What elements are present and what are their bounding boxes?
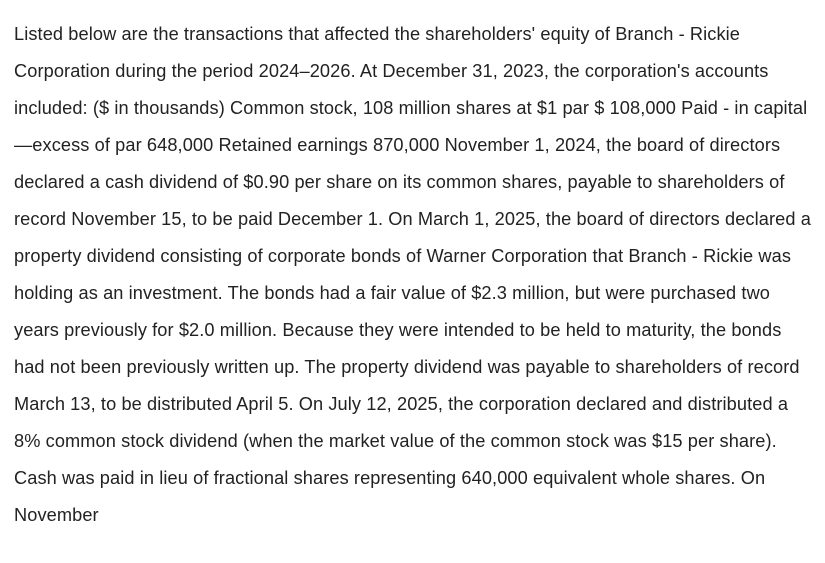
body-paragraph: Listed below are the transactions that a…: [14, 16, 811, 534]
document-page: Listed below are the transactions that a…: [0, 0, 825, 534]
